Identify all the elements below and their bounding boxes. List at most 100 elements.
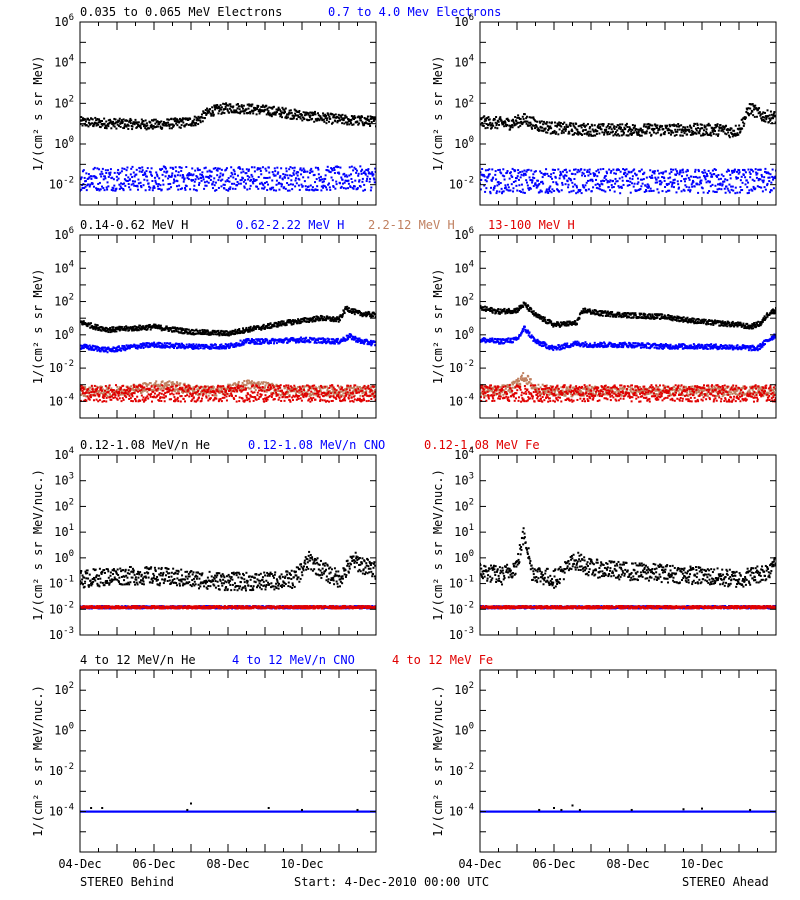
data-point — [706, 191, 709, 194]
data-point — [518, 184, 521, 187]
data-point — [218, 109, 221, 112]
data-point — [767, 176, 770, 179]
data-point — [744, 171, 747, 174]
data-point — [718, 127, 721, 130]
data-point — [266, 108, 269, 111]
data-point — [104, 124, 107, 127]
data-point — [674, 168, 677, 171]
data-point — [247, 168, 250, 171]
data-point — [558, 128, 561, 131]
data-point — [302, 176, 305, 179]
data-point — [733, 170, 736, 173]
data-point — [163, 342, 166, 345]
data-point — [152, 186, 155, 189]
data-point — [198, 116, 201, 119]
data-point — [762, 179, 765, 182]
data-point — [203, 187, 206, 190]
data-point — [259, 169, 262, 172]
data-point — [148, 127, 151, 130]
data-point — [660, 171, 663, 174]
data-point — [210, 113, 213, 116]
data-point — [352, 123, 355, 126]
data-point — [356, 120, 359, 123]
data-point — [774, 121, 776, 124]
data-point — [505, 188, 508, 191]
data-point — [111, 176, 114, 179]
data-point — [205, 184, 208, 187]
data-point — [109, 171, 112, 174]
data-point — [327, 120, 330, 123]
data-point — [155, 344, 158, 347]
data-point — [710, 134, 713, 137]
data-point — [542, 182, 545, 185]
data-point — [203, 167, 206, 170]
data-point — [179, 174, 182, 177]
data-point — [246, 103, 249, 106]
data-point — [130, 119, 133, 122]
data-point — [324, 177, 327, 180]
data-point — [325, 319, 328, 322]
data-point — [323, 316, 326, 319]
data-point — [771, 175, 774, 178]
data-point — [587, 188, 590, 191]
data-point — [311, 170, 314, 173]
data-point — [595, 186, 598, 189]
data-point — [289, 109, 292, 112]
data-point — [133, 343, 136, 346]
data-point — [612, 186, 615, 189]
data-point — [97, 391, 100, 394]
data-point — [103, 346, 106, 349]
data-point — [322, 387, 325, 390]
data-point — [365, 168, 368, 171]
data-point — [347, 187, 350, 190]
data-point — [662, 128, 665, 131]
data-point — [349, 336, 352, 339]
data-point — [238, 386, 241, 389]
data-point — [194, 178, 197, 181]
data-point — [295, 172, 298, 175]
data-point — [544, 191, 547, 194]
data-point — [574, 168, 577, 171]
data-point — [290, 338, 293, 341]
data-point — [723, 127, 726, 130]
data-point — [333, 172, 336, 175]
data-point — [126, 123, 129, 126]
data-point — [586, 169, 589, 172]
data-point — [224, 107, 227, 110]
data-point — [186, 386, 189, 389]
data-point — [610, 169, 613, 172]
data-point — [189, 173, 192, 176]
data-point — [274, 113, 277, 116]
data-point — [514, 123, 517, 126]
data-point — [106, 388, 109, 391]
data-point — [140, 118, 143, 121]
data-point — [253, 166, 256, 169]
data-point — [480, 188, 482, 191]
data-point — [314, 340, 317, 343]
data-point — [750, 112, 753, 115]
data-point — [483, 120, 486, 123]
data-point — [766, 184, 769, 187]
data-point — [374, 313, 376, 316]
data-point — [500, 187, 503, 190]
data-point — [175, 122, 178, 125]
data-point — [122, 187, 125, 190]
data-point — [278, 112, 281, 115]
data-point — [723, 126, 726, 129]
data-point — [573, 168, 576, 171]
data-point — [210, 114, 213, 117]
data-point — [698, 132, 701, 135]
data-point — [283, 186, 286, 189]
data-point — [751, 110, 754, 113]
data-point — [309, 385, 312, 388]
data-point — [747, 168, 750, 171]
data-point — [667, 189, 670, 192]
data-point — [187, 123, 190, 126]
data-point — [261, 182, 264, 185]
data-point — [273, 325, 276, 328]
data-point — [501, 174, 504, 177]
data-point — [305, 113, 308, 116]
data-point — [637, 181, 640, 184]
data-point — [292, 387, 295, 390]
data-point — [611, 130, 614, 133]
